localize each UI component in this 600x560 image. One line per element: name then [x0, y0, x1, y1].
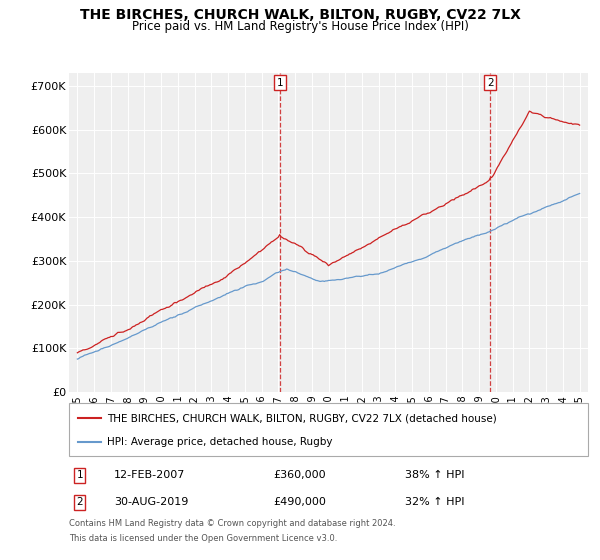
Text: 1: 1 — [76, 470, 83, 480]
Text: 30-AUG-2019: 30-AUG-2019 — [114, 497, 188, 507]
Text: 32% ↑ HPI: 32% ↑ HPI — [405, 497, 464, 507]
Text: 1: 1 — [277, 78, 284, 87]
Text: £360,000: £360,000 — [273, 470, 326, 480]
Text: 38% ↑ HPI: 38% ↑ HPI — [405, 470, 464, 480]
Text: HPI: Average price, detached house, Rugby: HPI: Average price, detached house, Rugb… — [107, 436, 332, 446]
Text: Price paid vs. HM Land Registry's House Price Index (HPI): Price paid vs. HM Land Registry's House … — [131, 20, 469, 32]
Text: This data is licensed under the Open Government Licence v3.0.: This data is licensed under the Open Gov… — [69, 534, 337, 543]
Text: THE BIRCHES, CHURCH WALK, BILTON, RUGBY, CV22 7LX: THE BIRCHES, CHURCH WALK, BILTON, RUGBY,… — [80, 8, 520, 22]
Text: 2: 2 — [487, 78, 494, 87]
Text: £490,000: £490,000 — [273, 497, 326, 507]
Text: THE BIRCHES, CHURCH WALK, BILTON, RUGBY, CV22 7LX (detached house): THE BIRCHES, CHURCH WALK, BILTON, RUGBY,… — [107, 413, 497, 423]
Text: Contains HM Land Registry data © Crown copyright and database right 2024.: Contains HM Land Registry data © Crown c… — [69, 519, 395, 528]
Text: 12-FEB-2007: 12-FEB-2007 — [114, 470, 185, 480]
Text: 2: 2 — [76, 497, 83, 507]
